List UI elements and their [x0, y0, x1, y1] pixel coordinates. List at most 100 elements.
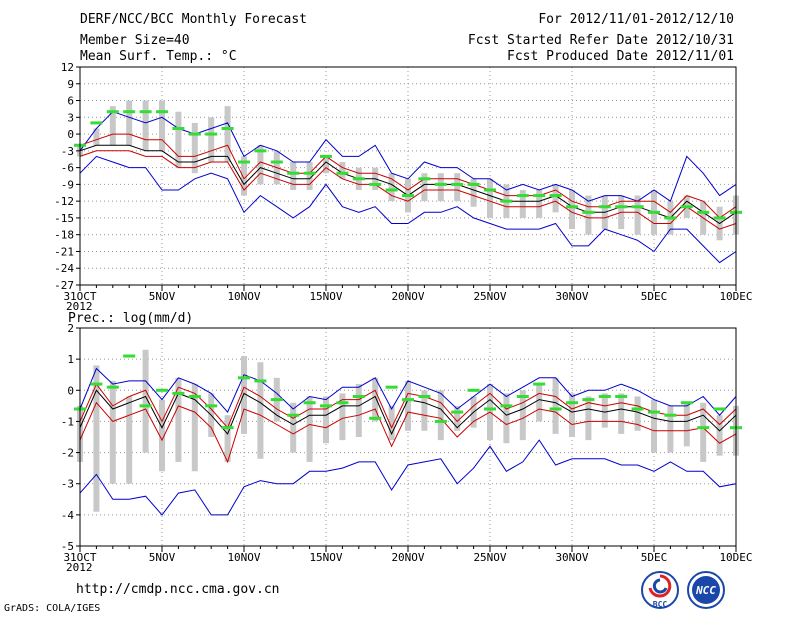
x-tick-sublabel: 2012	[66, 561, 93, 574]
obs-marker	[106, 385, 119, 389]
x-tick-label: 5NOV	[149, 551, 176, 564]
obs-marker	[713, 407, 726, 411]
obs-marker	[139, 110, 152, 114]
y-tick-label: -9	[61, 178, 74, 191]
obs-marker	[188, 132, 201, 136]
spread-box	[569, 393, 575, 437]
obs-marker	[352, 395, 365, 399]
y-tick-label: -6	[61, 162, 74, 175]
obs-marker	[500, 404, 513, 408]
y-tick-label: -4	[61, 509, 75, 522]
y-tick-label: -18	[54, 229, 74, 242]
y-tick-label: 6	[67, 95, 74, 108]
obs-marker	[680, 401, 693, 405]
x-tick-label: 10NOV	[227, 290, 260, 303]
obs-marker	[369, 416, 382, 420]
obs-marker	[697, 426, 710, 430]
y-tick-label: -3	[61, 478, 74, 491]
spread-box	[470, 178, 477, 207]
spread-box	[109, 380, 116, 484]
obs-marker	[533, 194, 546, 198]
obs-marker	[451, 410, 464, 414]
obs-marker	[680, 205, 693, 209]
spread-box	[585, 195, 592, 235]
obs-marker	[123, 354, 136, 358]
series-min-line	[79, 155, 737, 264]
x-tick-label: 20NOV	[391, 290, 424, 303]
series-min-line	[79, 439, 737, 516]
series-max-line	[79, 111, 737, 202]
spread-box	[585, 396, 592, 441]
member-size-label: Member Size=40	[80, 33, 190, 48]
bcc-logo: BCC	[641, 571, 679, 609]
y-tick-label: -2	[61, 447, 74, 460]
spread-box	[159, 100, 165, 151]
obs-marker	[205, 404, 218, 408]
chart-title: DERF/NCC/BCC Monthly Forecast	[80, 12, 307, 27]
obs-marker	[533, 382, 546, 386]
spread-box	[536, 384, 543, 422]
obs-marker	[320, 404, 332, 408]
y-tick-label: 2	[67, 322, 74, 335]
spread-box	[487, 178, 493, 218]
obs-marker	[270, 160, 283, 164]
obs-marker	[631, 407, 644, 411]
obs-marker	[484, 188, 496, 192]
spread-box	[241, 156, 247, 196]
spread-box	[93, 365, 100, 512]
spread-box	[700, 402, 707, 462]
series-upper-line	[79, 383, 737, 429]
y-tick-label: -3	[61, 145, 74, 158]
obs-marker	[500, 199, 513, 203]
obs-marker	[238, 160, 250, 164]
obs-marker	[287, 171, 300, 175]
x-tick-label: 30NOV	[555, 290, 588, 303]
spread-box	[126, 100, 133, 146]
ncc-logo: NCC	[687, 571, 725, 609]
spread-box	[421, 390, 428, 431]
obs-marker	[90, 121, 103, 125]
x-tick-sublabel: 2012	[66, 300, 93, 313]
y-tick-label: 9	[67, 78, 74, 91]
obs-marker	[467, 182, 480, 186]
spread-box	[208, 117, 215, 163]
spread-box	[355, 384, 362, 437]
spread-box	[405, 380, 411, 431]
obs-marker	[402, 398, 414, 402]
variable-label: Mean Surf. Temp.: °C	[80, 49, 237, 64]
obs-marker	[303, 171, 316, 175]
obs-marker	[549, 407, 562, 411]
obs-marker	[402, 194, 414, 198]
series-lower-line	[79, 150, 737, 230]
spread-box	[241, 356, 247, 434]
y-tick-label: -21	[54, 245, 74, 258]
y-tick-label: -5	[61, 540, 74, 553]
obs-marker	[582, 398, 595, 402]
spread-box	[93, 128, 100, 146]
spread-box	[109, 106, 116, 146]
obs-marker	[451, 182, 464, 186]
x-tick-label: 5DEC	[641, 290, 668, 303]
obs-marker	[221, 426, 234, 430]
source-url[interactable]: http://cmdp.ncc.cma.gov.cn	[76, 582, 280, 597]
obs-marker	[336, 171, 349, 175]
obs-marker	[664, 413, 677, 417]
spread-box	[552, 184, 559, 213]
obs-marker	[648, 210, 660, 214]
x-tick-label: 25NOV	[473, 551, 506, 564]
spread-box	[683, 402, 690, 447]
spread-box	[634, 396, 641, 431]
y-tick-label: 12	[61, 61, 74, 74]
x-tick-label: 15NOV	[309, 290, 342, 303]
spread-box	[667, 405, 674, 453]
spread-box	[552, 377, 559, 434]
obs-marker	[320, 154, 332, 158]
obs-marker	[254, 149, 267, 153]
spread-box	[454, 173, 461, 202]
obs-marker	[106, 110, 119, 114]
spread-box	[323, 396, 329, 444]
spread-box	[175, 111, 182, 168]
obs-marker	[254, 379, 267, 383]
